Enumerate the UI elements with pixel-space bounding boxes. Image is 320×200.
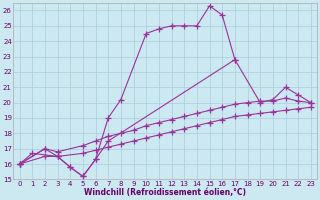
X-axis label: Windchill (Refroidissement éolien,°C): Windchill (Refroidissement éolien,°C) (84, 188, 246, 197)
